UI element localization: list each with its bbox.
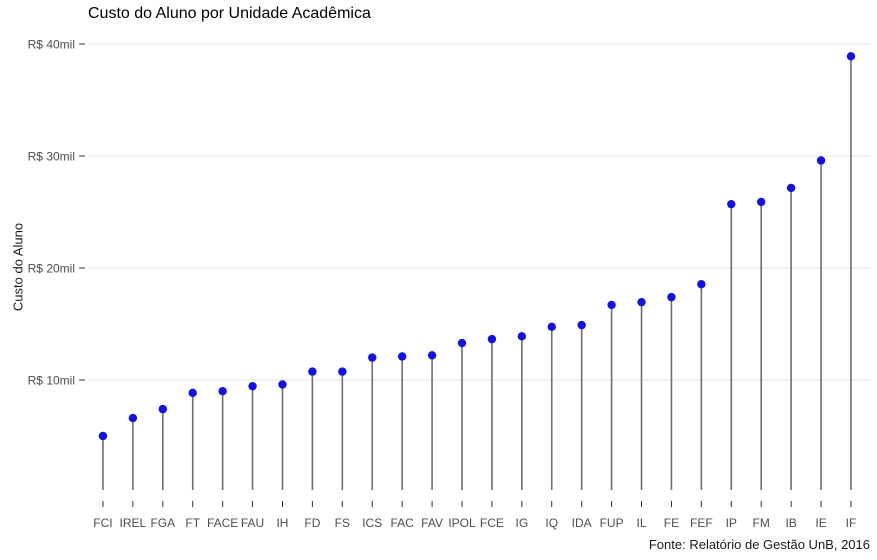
lollipop-dot [637,297,646,307]
x-tick-label: IG [516,516,529,530]
x-tick-label: IH [276,516,288,530]
lollipop-dot [397,352,407,361]
x-tick-label: FD [304,516,320,530]
x-tick-label: IP [726,516,737,530]
x-tick-label: FAV [421,516,443,530]
x-tick-label: FGA [150,516,175,530]
x-tick-label: FCI [93,516,112,530]
lollipop-dot [98,431,108,441]
lollipop-dot [517,332,527,341]
lollipop-dot [697,280,706,289]
lollipop-dot [427,351,437,360]
lollipop-dot [278,380,287,389]
lollipop-dot [667,292,676,302]
lollipop-dot [607,300,616,310]
lollipop-dot [248,381,257,391]
y-tick-label: R$ 30mil [28,150,75,164]
lollipop-dot [487,334,497,344]
y-tick-label: R$ 10mil [28,374,75,388]
x-tick-label: FAC [390,516,414,530]
x-tick-label: IB [785,516,796,530]
x-tick-label: IE [815,516,826,530]
source-caption: Fonte: Relatório de Gestão UnB, 2016 [648,537,870,552]
lollipop-dot [816,156,826,165]
x-tick-label: FACE [207,516,238,530]
x-tick-label: FEF [690,516,713,530]
x-tick-label: FS [335,516,350,530]
lollipop-dot [457,338,467,348]
x-tick-label: IDA [572,516,592,530]
y-tick-label: R$ 40mil [28,38,75,52]
lollipop-dot [846,52,856,61]
x-tick-label: IPOL [448,516,476,530]
lollipop-dot [338,367,347,376]
lollipop-dot [128,413,138,423]
chart-title: Custo do Aluno por Unidade Acadêmica [88,5,371,22]
lollipop-dot [727,199,736,209]
x-tick-label: IREL [120,516,147,530]
lollipop-dot [547,322,556,331]
x-tick-label: IF [846,516,857,530]
lollipop-dot [188,388,197,398]
x-tick-label: IL [637,516,647,530]
x-tick-label: FAU [241,516,264,530]
lollipop-dot [308,367,317,376]
x-tick-label: FUP [600,516,624,530]
y-tick-label: R$ 20mil [28,262,75,276]
x-tick-label: FM [753,516,770,530]
lollipop-dot [577,320,586,330]
x-tick-label: FE [664,516,679,530]
lollipop-dot [757,197,766,207]
lollipop-dot [158,404,167,414]
x-tick-label: ICS [362,516,382,530]
x-tick-label: FCE [480,516,504,530]
x-tick-label: IQ [545,516,558,530]
x-tick-label: FT [185,516,200,530]
lollipop-dot [218,387,227,396]
lollipop-dot [368,353,377,362]
lollipop-dot [786,183,796,193]
